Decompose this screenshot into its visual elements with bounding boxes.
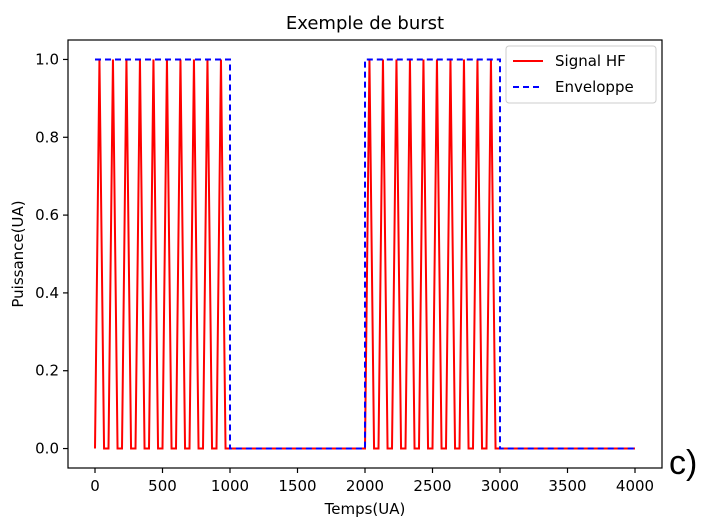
x-tick-label: 4000: [616, 477, 654, 495]
series-line-signal-hf: [94, 59, 635, 450]
y-tick-label: 0.8: [35, 128, 59, 146]
y-tick-label: 0.4: [35, 284, 59, 302]
x-tick-label: 1000: [211, 477, 249, 495]
x-tick-label: 3000: [481, 477, 519, 495]
legend-label-envelope: Enveloppe: [555, 78, 634, 96]
y-axis-label: Puissance(UA): [9, 200, 27, 307]
x-tick-label: 2500: [413, 477, 451, 495]
y-tick-label: 1.0: [35, 50, 59, 68]
x-axis-label: Temps(UA): [324, 500, 406, 518]
chart-title: Exemple de burst: [286, 13, 444, 34]
legend-box: [505, 45, 657, 104]
x-tick-label: 500: [148, 477, 177, 495]
x-tick-label: 3500: [548, 477, 586, 495]
x-tick-label: 2000: [346, 477, 384, 495]
x-ticks: 0 500 1000 1500 2000 2500 3000 3500 4000: [90, 468, 654, 495]
y-tick-label: 0.0: [35, 440, 59, 458]
y-ticks: 0.0 0.2 0.4 0.6 0.8 1.0: [35, 50, 68, 458]
series-line-enveloppe: [95, 58, 635, 450]
x-tick-label: 1500: [278, 477, 316, 495]
legend-label-signal: Signal HF: [555, 52, 626, 70]
y-tick-label: 0.6: [35, 206, 59, 224]
panel-label: c): [669, 444, 698, 482]
axes-frame: [67, 39, 663, 469]
y-tick-label: 0.2: [35, 362, 59, 380]
legend: Signal HF Enveloppe: [505, 45, 657, 104]
series-layer: [94, 58, 635, 450]
x-tick-label: 0: [90, 477, 100, 495]
